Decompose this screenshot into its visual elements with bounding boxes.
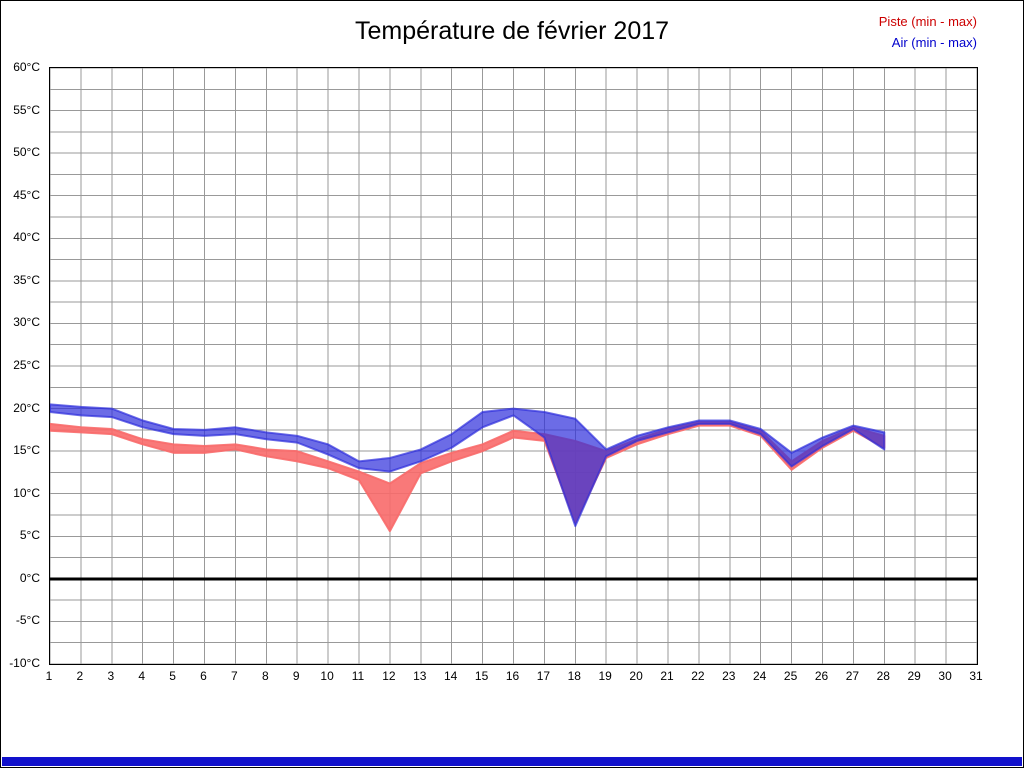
y-axis-label: 45°C (13, 187, 40, 202)
y-axis-label: 35°C (13, 272, 40, 287)
x-axis-label: 13 (413, 669, 427, 683)
chart-title: Température de février 2017 (354, 17, 670, 45)
band-air (50, 403, 886, 528)
y-axis-label: 5°C (19, 528, 40, 543)
x-axis-label: 15 (474, 669, 489, 683)
legend: Piste (min - max) Air (min - max) (879, 11, 977, 53)
y-axis-label: 20°C (13, 400, 40, 415)
y-axis-label: 50°C (13, 145, 40, 160)
x-axis-label: 16 (505, 669, 520, 683)
x-axis-label: 22 (691, 669, 705, 683)
x-axis-label: 24 (753, 669, 767, 683)
y-axis-label: 30°C (13, 315, 40, 330)
x-axis-label: 20 (629, 669, 643, 683)
footer-bar (2, 757, 1022, 766)
x-axis-label: 17 (536, 669, 551, 683)
y-axis-label: 25°C (13, 358, 40, 372)
x-axis-label: 2 (76, 669, 84, 683)
y-axis-label: 0°C (19, 570, 40, 585)
x-axis-label: 11 (351, 669, 365, 683)
legend-item-piste: Piste (min - max) (878, 14, 977, 29)
x-axis-label: 5 (169, 669, 176, 683)
x-axis-label: 4 (138, 669, 146, 683)
y-axis-label: -10°C (9, 656, 40, 670)
x-axis-label: 1 (45, 669, 53, 683)
x-axis-label: 9 (292, 669, 300, 683)
y-axis-label: 15°C (13, 443, 40, 458)
x-axis-label: 23 (722, 669, 736, 683)
chart-svg (50, 68, 977, 664)
y-axis-label: 60°C (13, 60, 40, 74)
x-axis-label: 6 (200, 669, 207, 683)
y-axis-label: -5°C (15, 613, 40, 628)
x-axis-label: 3 (107, 669, 115, 683)
x-axis-label: 14 (444, 669, 458, 683)
y-axis-label: 40°C (13, 230, 40, 245)
x-axis-label: 28 (876, 669, 890, 683)
x-axis-label: 7 (231, 669, 238, 683)
x-axis-label: 31 (969, 669, 983, 683)
x-axis-label: 29 (907, 669, 921, 683)
y-axis-label: 55°C (13, 102, 40, 117)
x-axis-label: 27 (845, 669, 860, 683)
x-axis-label: 10 (320, 669, 334, 683)
x-axis-label: 30 (938, 669, 952, 683)
x-axis-label: 8 (261, 669, 269, 683)
x-axis-label: 21 (660, 669, 674, 683)
x-axis-label: 18 (567, 669, 581, 683)
x-axis-label: 26 (814, 669, 829, 683)
y-axis-label: 10°C (13, 485, 40, 500)
x-axis-label: 19 (598, 669, 612, 683)
x-axis-label: 25 (783, 669, 798, 683)
legend-item-air: Air (min - max) (891, 35, 977, 50)
plot-area (49, 67, 978, 665)
x-axis-label: 12 (382, 669, 396, 683)
